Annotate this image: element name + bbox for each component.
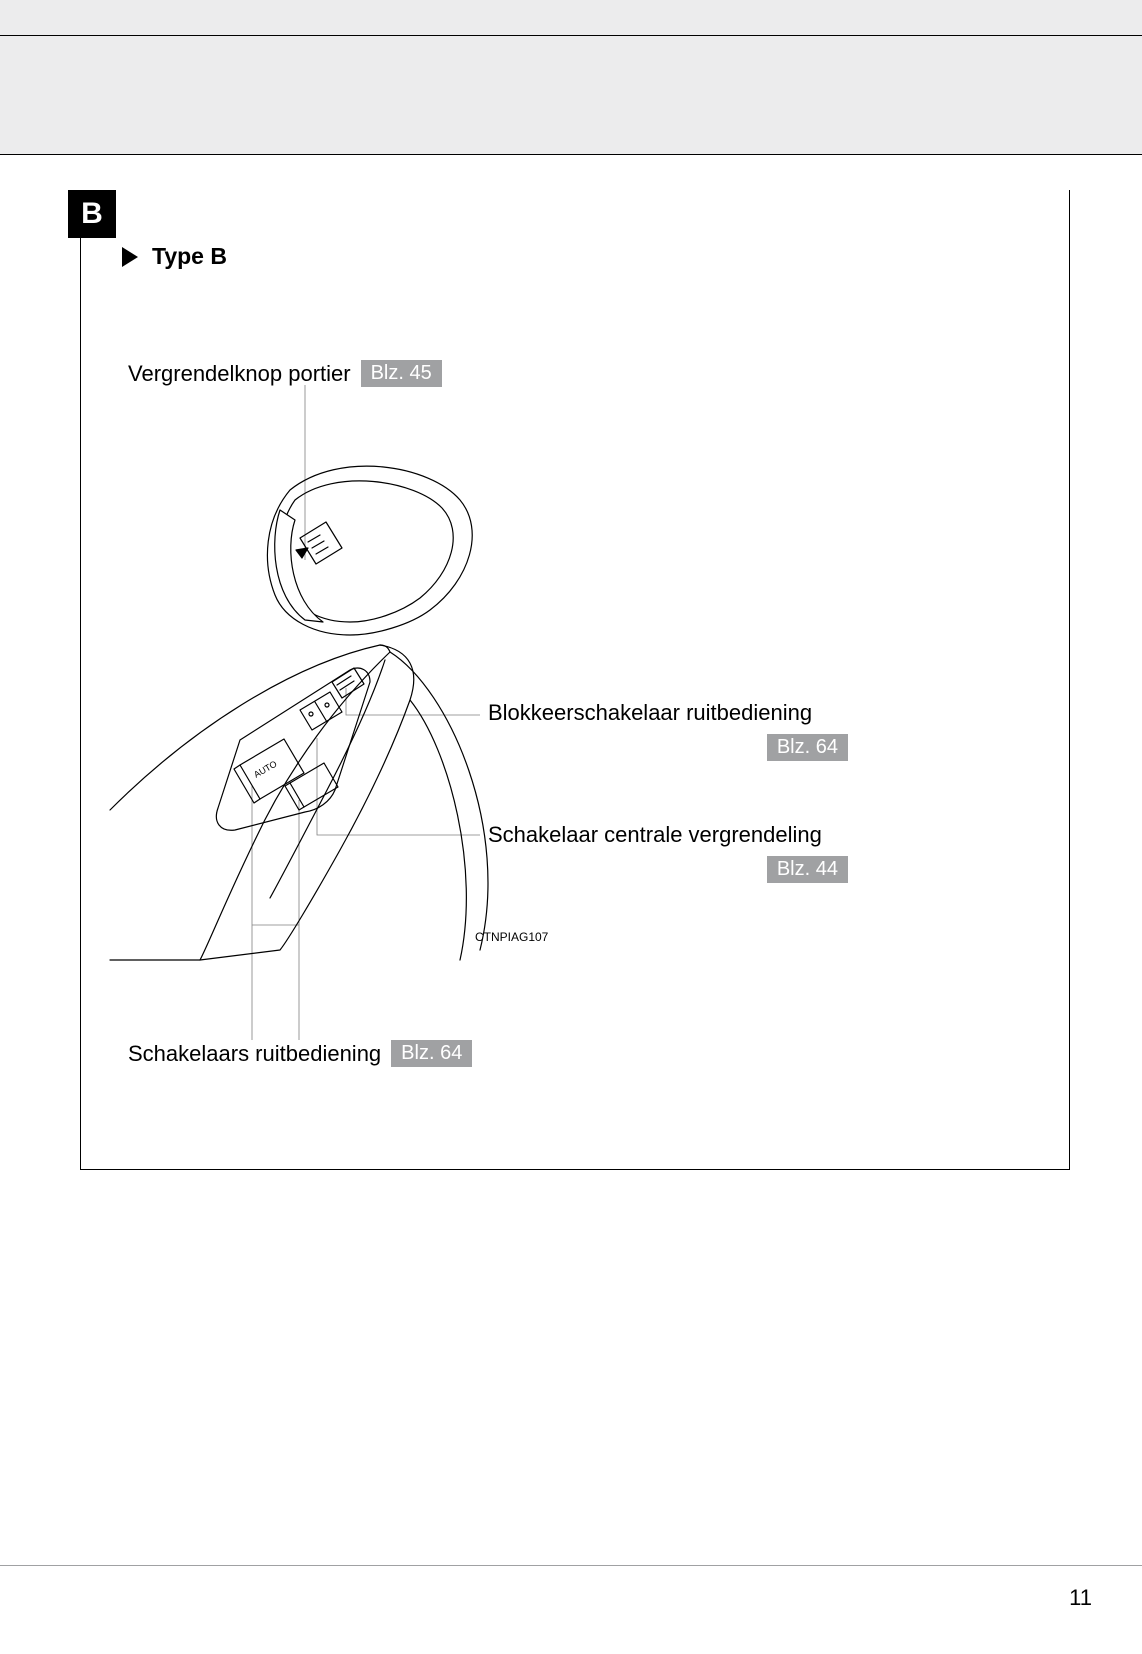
page-ref-chip: Blz. 64 xyxy=(767,734,848,761)
page-ref-chip: Blz. 44 xyxy=(767,856,848,883)
section-badge: B xyxy=(68,190,116,238)
label-window-switches: Schakelaars ruitbediening Blz. 64 xyxy=(128,1040,472,1067)
page-ref-chip: Blz. 45 xyxy=(361,360,442,387)
heading-text: Type B xyxy=(152,243,227,270)
type-heading: Type B xyxy=(122,243,227,270)
label-text: Vergrendelknop portier xyxy=(128,361,351,387)
label-text: Schakelaar centrale vergrendeling xyxy=(488,822,822,848)
triangle-right-icon xyxy=(122,247,138,267)
image-code: CTNPIAG107 xyxy=(475,930,548,944)
label-text: Blokkeerschakelaar ruitbediening xyxy=(488,700,812,726)
page-ref-chip: Blz. 64 xyxy=(391,1040,472,1067)
content-frame xyxy=(80,190,1070,1170)
label-window-lock-switch: Blokkeerschakelaar ruitbediening Blz. 64 xyxy=(488,700,908,761)
footer-rule xyxy=(0,1565,1142,1566)
page-number: 11 xyxy=(1069,1585,1092,1611)
page-header-band xyxy=(0,0,1142,155)
label-door-lock-button: Vergrendelknop portier Blz. 45 xyxy=(128,360,442,387)
label-text: Schakelaars ruitbediening xyxy=(128,1041,381,1067)
label-central-lock-switch: Schakelaar centrale vergrendeling Blz. 4… xyxy=(488,822,908,883)
manual-page: B Type B Vergrendelknop portier Blz. 45 … xyxy=(0,0,1142,1654)
